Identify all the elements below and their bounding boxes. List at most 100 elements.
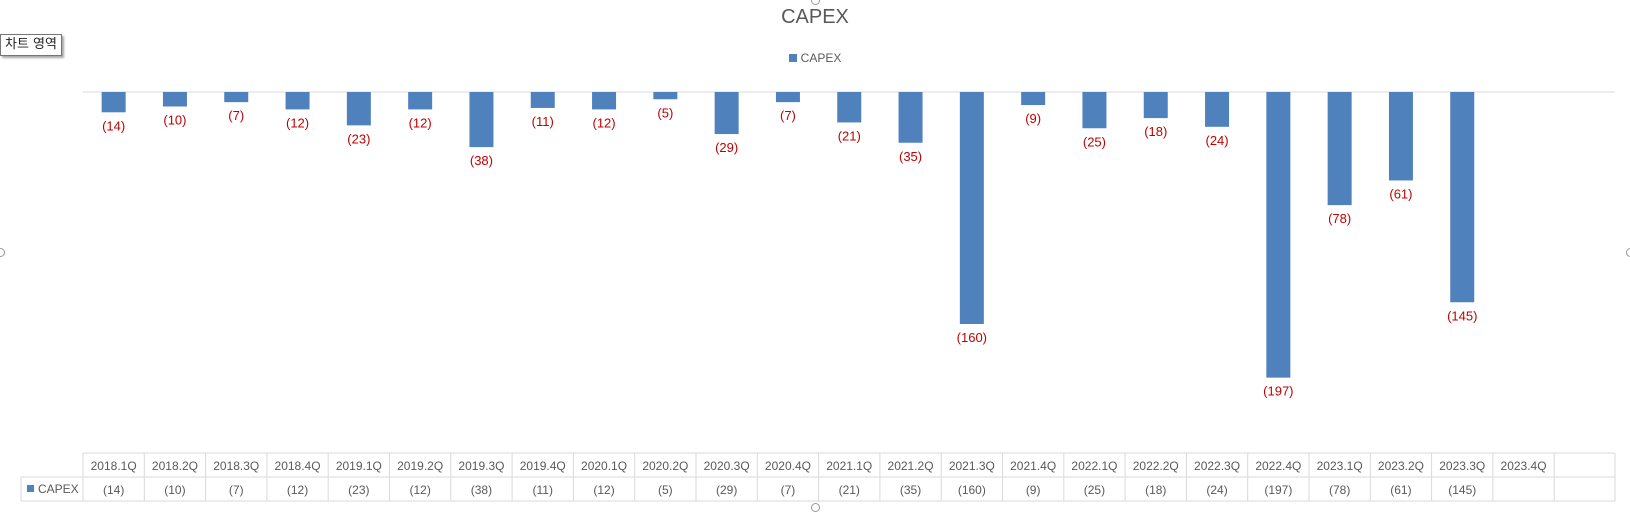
- bar[interactable]: [714, 92, 739, 135]
- table-value: (14): [103, 483, 124, 497]
- table-category-label: 2020.3Q: [704, 459, 750, 473]
- table-category-label: 2022.2Q: [1133, 459, 1179, 473]
- legend[interactable]: CAPEX: [0, 51, 1630, 65]
- bar[interactable]: [101, 92, 126, 113]
- data-label: (35): [899, 149, 922, 164]
- table-value: (35): [900, 483, 921, 497]
- data-label: (11): [532, 114, 554, 129]
- table-value: (160): [958, 483, 986, 497]
- bar[interactable]: [346, 92, 371, 126]
- table-category-label: 2021.4Q: [1010, 459, 1056, 473]
- table-value: (12): [593, 483, 614, 497]
- table-category-label: 2020.2Q: [642, 459, 688, 473]
- bar[interactable]: [959, 92, 984, 324]
- data-label: (21): [838, 128, 861, 143]
- table-category-label: 2022.1Q: [1071, 459, 1117, 473]
- chart-title: CAPEX: [781, 6, 849, 28]
- table-category-label: 2023.2Q: [1378, 459, 1424, 473]
- table-value: (78): [1329, 483, 1350, 497]
- table-value: (9): [1026, 483, 1041, 497]
- bar[interactable]: [1450, 92, 1475, 303]
- table-value: (7): [229, 483, 244, 497]
- table-value: (29): [716, 483, 737, 497]
- bar[interactable]: [837, 92, 862, 123]
- table-value: (7): [781, 483, 796, 497]
- table-category-label: 2018.2Q: [152, 459, 198, 473]
- resize-handle-right[interactable]: [1626, 248, 1630, 257]
- bar[interactable]: [224, 92, 249, 103]
- table-value: (25): [1084, 483, 1105, 497]
- table-value: (38): [471, 483, 492, 497]
- bar[interactable]: [1327, 92, 1352, 206]
- data-label: (25): [1083, 134, 1106, 149]
- table-category-label: 2020.1Q: [581, 459, 627, 473]
- table-category-label: 2019.1Q: [336, 459, 382, 473]
- bar[interactable]: [162, 92, 187, 107]
- table-category-label: 2022.3Q: [1194, 459, 1240, 473]
- data-label: (12): [592, 115, 615, 130]
- bar[interactable]: [1021, 92, 1046, 106]
- bar[interactable]: [1266, 92, 1291, 378]
- table-category-label: 2019.2Q: [397, 459, 443, 473]
- legend-label: CAPEX: [800, 51, 842, 65]
- data-label: (12): [286, 115, 309, 130]
- data-label: (145): [1447, 308, 1477, 323]
- data-label: (160): [957, 330, 987, 345]
- bar[interactable]: [1388, 92, 1413, 181]
- data-label: (61): [1389, 186, 1412, 201]
- table-value: (12): [409, 483, 430, 497]
- table-category-label: 2020.4Q: [765, 459, 811, 473]
- table-value: (23): [348, 483, 369, 497]
- data-label: (38): [470, 153, 493, 168]
- resize-handle-left[interactable]: [0, 248, 5, 257]
- data-label: (24): [1205, 133, 1228, 148]
- bar[interactable]: [1143, 92, 1168, 119]
- table-category-label: 2023.3Q: [1439, 459, 1485, 473]
- bar[interactable]: [1205, 92, 1230, 127]
- bar[interactable]: [592, 92, 617, 110]
- table-series-name: CAPEX: [38, 482, 79, 496]
- bar[interactable]: [653, 92, 678, 100]
- table-value: (10): [164, 483, 185, 497]
- data-label: (7): [228, 108, 244, 123]
- bar[interactable]: [408, 92, 433, 110]
- data-label: (78): [1328, 211, 1351, 226]
- data-label: (197): [1263, 384, 1293, 399]
- table-value: (61): [1390, 483, 1411, 497]
- table-category-label: 2019.4Q: [520, 459, 566, 473]
- data-label: (29): [715, 140, 738, 155]
- data-label: (18): [1144, 124, 1167, 139]
- table-value: (18): [1145, 483, 1166, 497]
- data-label: (12): [409, 115, 432, 130]
- data-label: (10): [163, 113, 186, 128]
- bar[interactable]: [1082, 92, 1107, 129]
- table-category-label: 2021.2Q: [888, 459, 934, 473]
- data-label: (14): [102, 118, 125, 133]
- chart-area-tooltip: 차트 영역: [0, 34, 62, 56]
- resize-handle-top[interactable]: [811, 0, 820, 5]
- table-value: (145): [1448, 483, 1476, 497]
- table-legend-swatch: [27, 485, 34, 492]
- bar[interactable]: [775, 92, 800, 103]
- table-value: (5): [658, 483, 673, 497]
- table-category-label: 2021.1Q: [826, 459, 872, 473]
- table-value: (12): [287, 483, 308, 497]
- bar[interactable]: [898, 92, 923, 143]
- data-label: (5): [657, 105, 673, 120]
- table-value: (24): [1206, 483, 1227, 497]
- table-category-label: 2021.3Q: [949, 459, 995, 473]
- bar[interactable]: [285, 92, 310, 110]
- resize-handle-bottom[interactable]: [811, 503, 820, 512]
- bar[interactable]: [530, 92, 555, 108]
- data-label: (23): [347, 131, 370, 146]
- table-category-label: 2023.1Q: [1317, 459, 1363, 473]
- data-label: (7): [780, 108, 796, 123]
- table-value: (21): [839, 483, 860, 497]
- table-category-label: 2018.3Q: [213, 459, 259, 473]
- legend-swatch: [788, 54, 797, 62]
- table-value: (197): [1264, 483, 1292, 497]
- bar[interactable]: [469, 92, 494, 148]
- table-value: (11): [533, 483, 553, 497]
